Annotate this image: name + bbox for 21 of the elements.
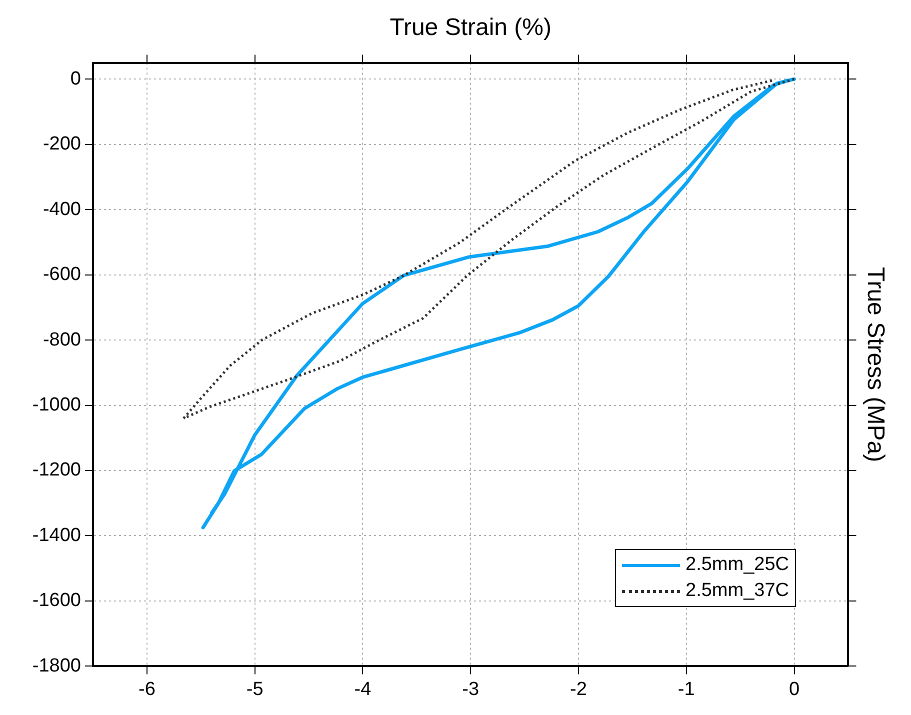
y-axis-title: True Stress (MPa) [862, 266, 889, 462]
y-tick-label: -1600 [32, 590, 81, 612]
y-tick-label: -1400 [32, 524, 81, 546]
x-tick-label: 0 [788, 678, 800, 700]
y-tick-label: -800 [42, 329, 81, 350]
legend-label: 2.5mm_37C [686, 580, 789, 602]
x-axis-title: True Strain (%) [390, 14, 552, 42]
y-tick-label: -1200 [32, 460, 81, 481]
y-tick-label: -600 [42, 264, 81, 286]
legend-label: 2.5mm_25C [686, 554, 789, 576]
x-tick-label: -1 [678, 678, 695, 700]
y-tick-label: -400 [42, 198, 81, 220]
x-tick-label: -6 [138, 678, 156, 700]
x-tick-label: -2 [570, 678, 587, 700]
y-tick-label: -1800 [32, 655, 81, 676]
x-tick-label: -3 [462, 678, 480, 700]
y-tick-label: -1000 [32, 394, 81, 416]
y-tick-label: -200 [42, 134, 81, 155]
y-tick-label: 0 [70, 68, 81, 90]
x-tick-label: -4 [354, 678, 372, 700]
x-tick-label: -5 [246, 678, 264, 700]
